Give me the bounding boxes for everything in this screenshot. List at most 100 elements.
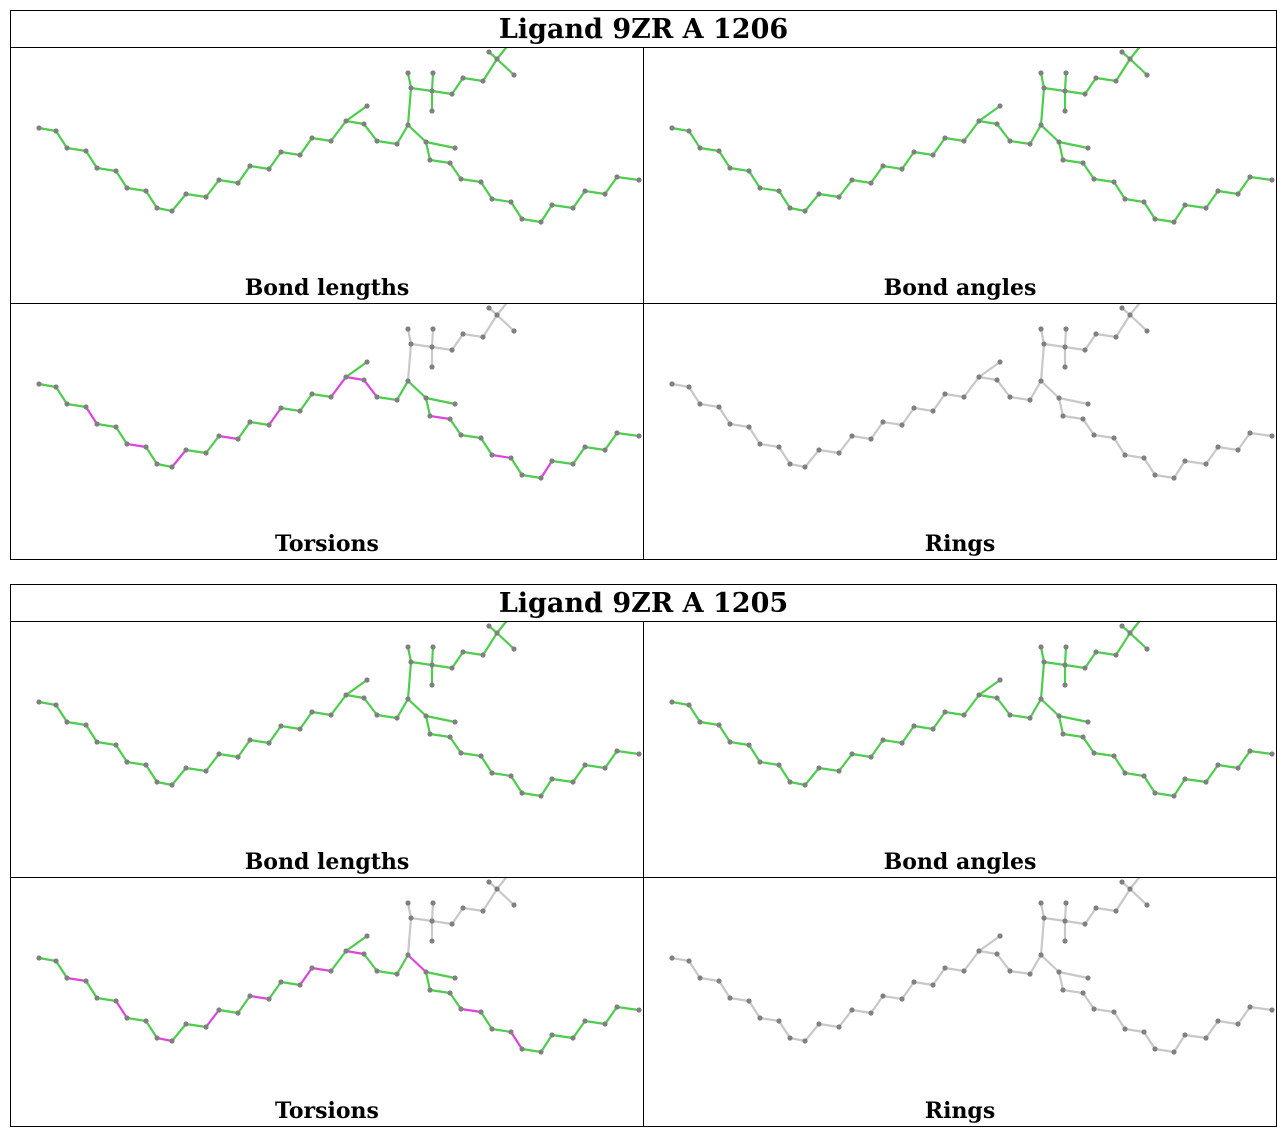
bond bbox=[1237, 1006, 1251, 1025]
bond bbox=[718, 980, 731, 999]
atom bbox=[297, 726, 303, 732]
atom bbox=[570, 461, 576, 467]
bond bbox=[1093, 1007, 1115, 1014]
atom bbox=[154, 779, 160, 785]
bond bbox=[345, 361, 368, 378]
bond bbox=[729, 422, 750, 429]
atom bbox=[1038, 378, 1044, 384]
bond bbox=[521, 1047, 542, 1054]
bond bbox=[1040, 124, 1060, 143]
bond bbox=[268, 407, 282, 426]
atom bbox=[1041, 915, 1047, 921]
bond bbox=[218, 1008, 239, 1015]
bond bbox=[376, 139, 398, 146]
bond bbox=[1063, 902, 1068, 922]
atom bbox=[511, 72, 517, 78]
bond bbox=[851, 1008, 872, 1015]
atom bbox=[1144, 646, 1150, 652]
torsions-panel: Torsions bbox=[10, 303, 644, 560]
atom bbox=[1082, 347, 1088, 353]
bond bbox=[480, 1011, 493, 1030]
atom bbox=[1111, 435, 1117, 441]
atom bbox=[309, 965, 315, 971]
bond bbox=[268, 725, 282, 744]
atom bbox=[1056, 395, 1062, 401]
bond bbox=[729, 166, 750, 173]
bond bbox=[759, 442, 780, 449]
atom bbox=[636, 433, 642, 439]
atom bbox=[1111, 1009, 1117, 1015]
atom bbox=[343, 374, 349, 380]
atom bbox=[1127, 56, 1133, 62]
bond bbox=[688, 386, 701, 405]
atom bbox=[1082, 665, 1088, 671]
bond bbox=[913, 724, 934, 731]
atom bbox=[1056, 969, 1062, 975]
bond bbox=[1115, 632, 1131, 656]
bond bbox=[1154, 217, 1175, 224]
bond bbox=[551, 1033, 574, 1040]
atom bbox=[494, 886, 500, 892]
atom bbox=[1056, 713, 1062, 719]
bond bbox=[804, 767, 820, 786]
atom bbox=[430, 326, 436, 332]
atom bbox=[549, 202, 555, 208]
bond bbox=[462, 906, 484, 913]
bond bbox=[496, 58, 515, 76]
atom bbox=[113, 424, 119, 430]
atom bbox=[787, 461, 793, 467]
atom bbox=[143, 1018, 149, 1024]
atom bbox=[997, 359, 1003, 365]
atom bbox=[64, 401, 70, 407]
bond bbox=[66, 146, 87, 153]
bond bbox=[396, 698, 409, 719]
atom bbox=[868, 180, 874, 186]
atom bbox=[235, 1010, 241, 1016]
bond bbox=[901, 725, 915, 744]
bond bbox=[249, 164, 270, 171]
bond bbox=[540, 460, 553, 479]
atom bbox=[1027, 715, 1033, 721]
atom bbox=[278, 405, 284, 411]
atom bbox=[494, 630, 500, 636]
bond bbox=[205, 179, 220, 198]
atom bbox=[113, 742, 119, 748]
bond bbox=[963, 950, 980, 972]
bond bbox=[584, 189, 606, 196]
atom bbox=[727, 739, 733, 745]
bond bbox=[462, 76, 484, 83]
atom bbox=[429, 662, 435, 668]
atom bbox=[1056, 139, 1062, 145]
atom bbox=[868, 436, 874, 442]
bond bbox=[299, 137, 313, 156]
atom bbox=[669, 955, 675, 961]
atom bbox=[570, 1035, 576, 1041]
panel-label: Bond lengths bbox=[244, 849, 410, 875]
bond bbox=[66, 402, 87, 409]
atom bbox=[478, 179, 484, 185]
molecule-diagram bbox=[36, 304, 642, 481]
bond bbox=[870, 165, 884, 184]
bond bbox=[718, 150, 731, 169]
atom bbox=[203, 450, 209, 456]
atom bbox=[405, 326, 411, 332]
bond bbox=[205, 753, 220, 772]
atom bbox=[203, 768, 209, 774]
bond bbox=[491, 197, 512, 204]
bond bbox=[1057, 715, 1065, 735]
ligand-table-2: Ligand 9ZR A 1205 Bond lengths Bond angl… bbox=[10, 584, 1277, 1127]
bond bbox=[1129, 622, 1141, 634]
atom bbox=[247, 993, 253, 999]
bond bbox=[449, 992, 462, 1010]
bond bbox=[699, 720, 720, 727]
bond bbox=[729, 740, 750, 747]
bond bbox=[1173, 778, 1186, 797]
ligand-title: Ligand 9ZR A 1205 bbox=[10, 584, 1277, 622]
atom bbox=[1119, 305, 1125, 311]
bond bbox=[551, 459, 574, 466]
bond bbox=[406, 343, 413, 382]
atom bbox=[430, 644, 436, 650]
atom bbox=[364, 677, 370, 683]
panel-label: Torsions bbox=[275, 1098, 379, 1124]
atom bbox=[408, 85, 414, 91]
